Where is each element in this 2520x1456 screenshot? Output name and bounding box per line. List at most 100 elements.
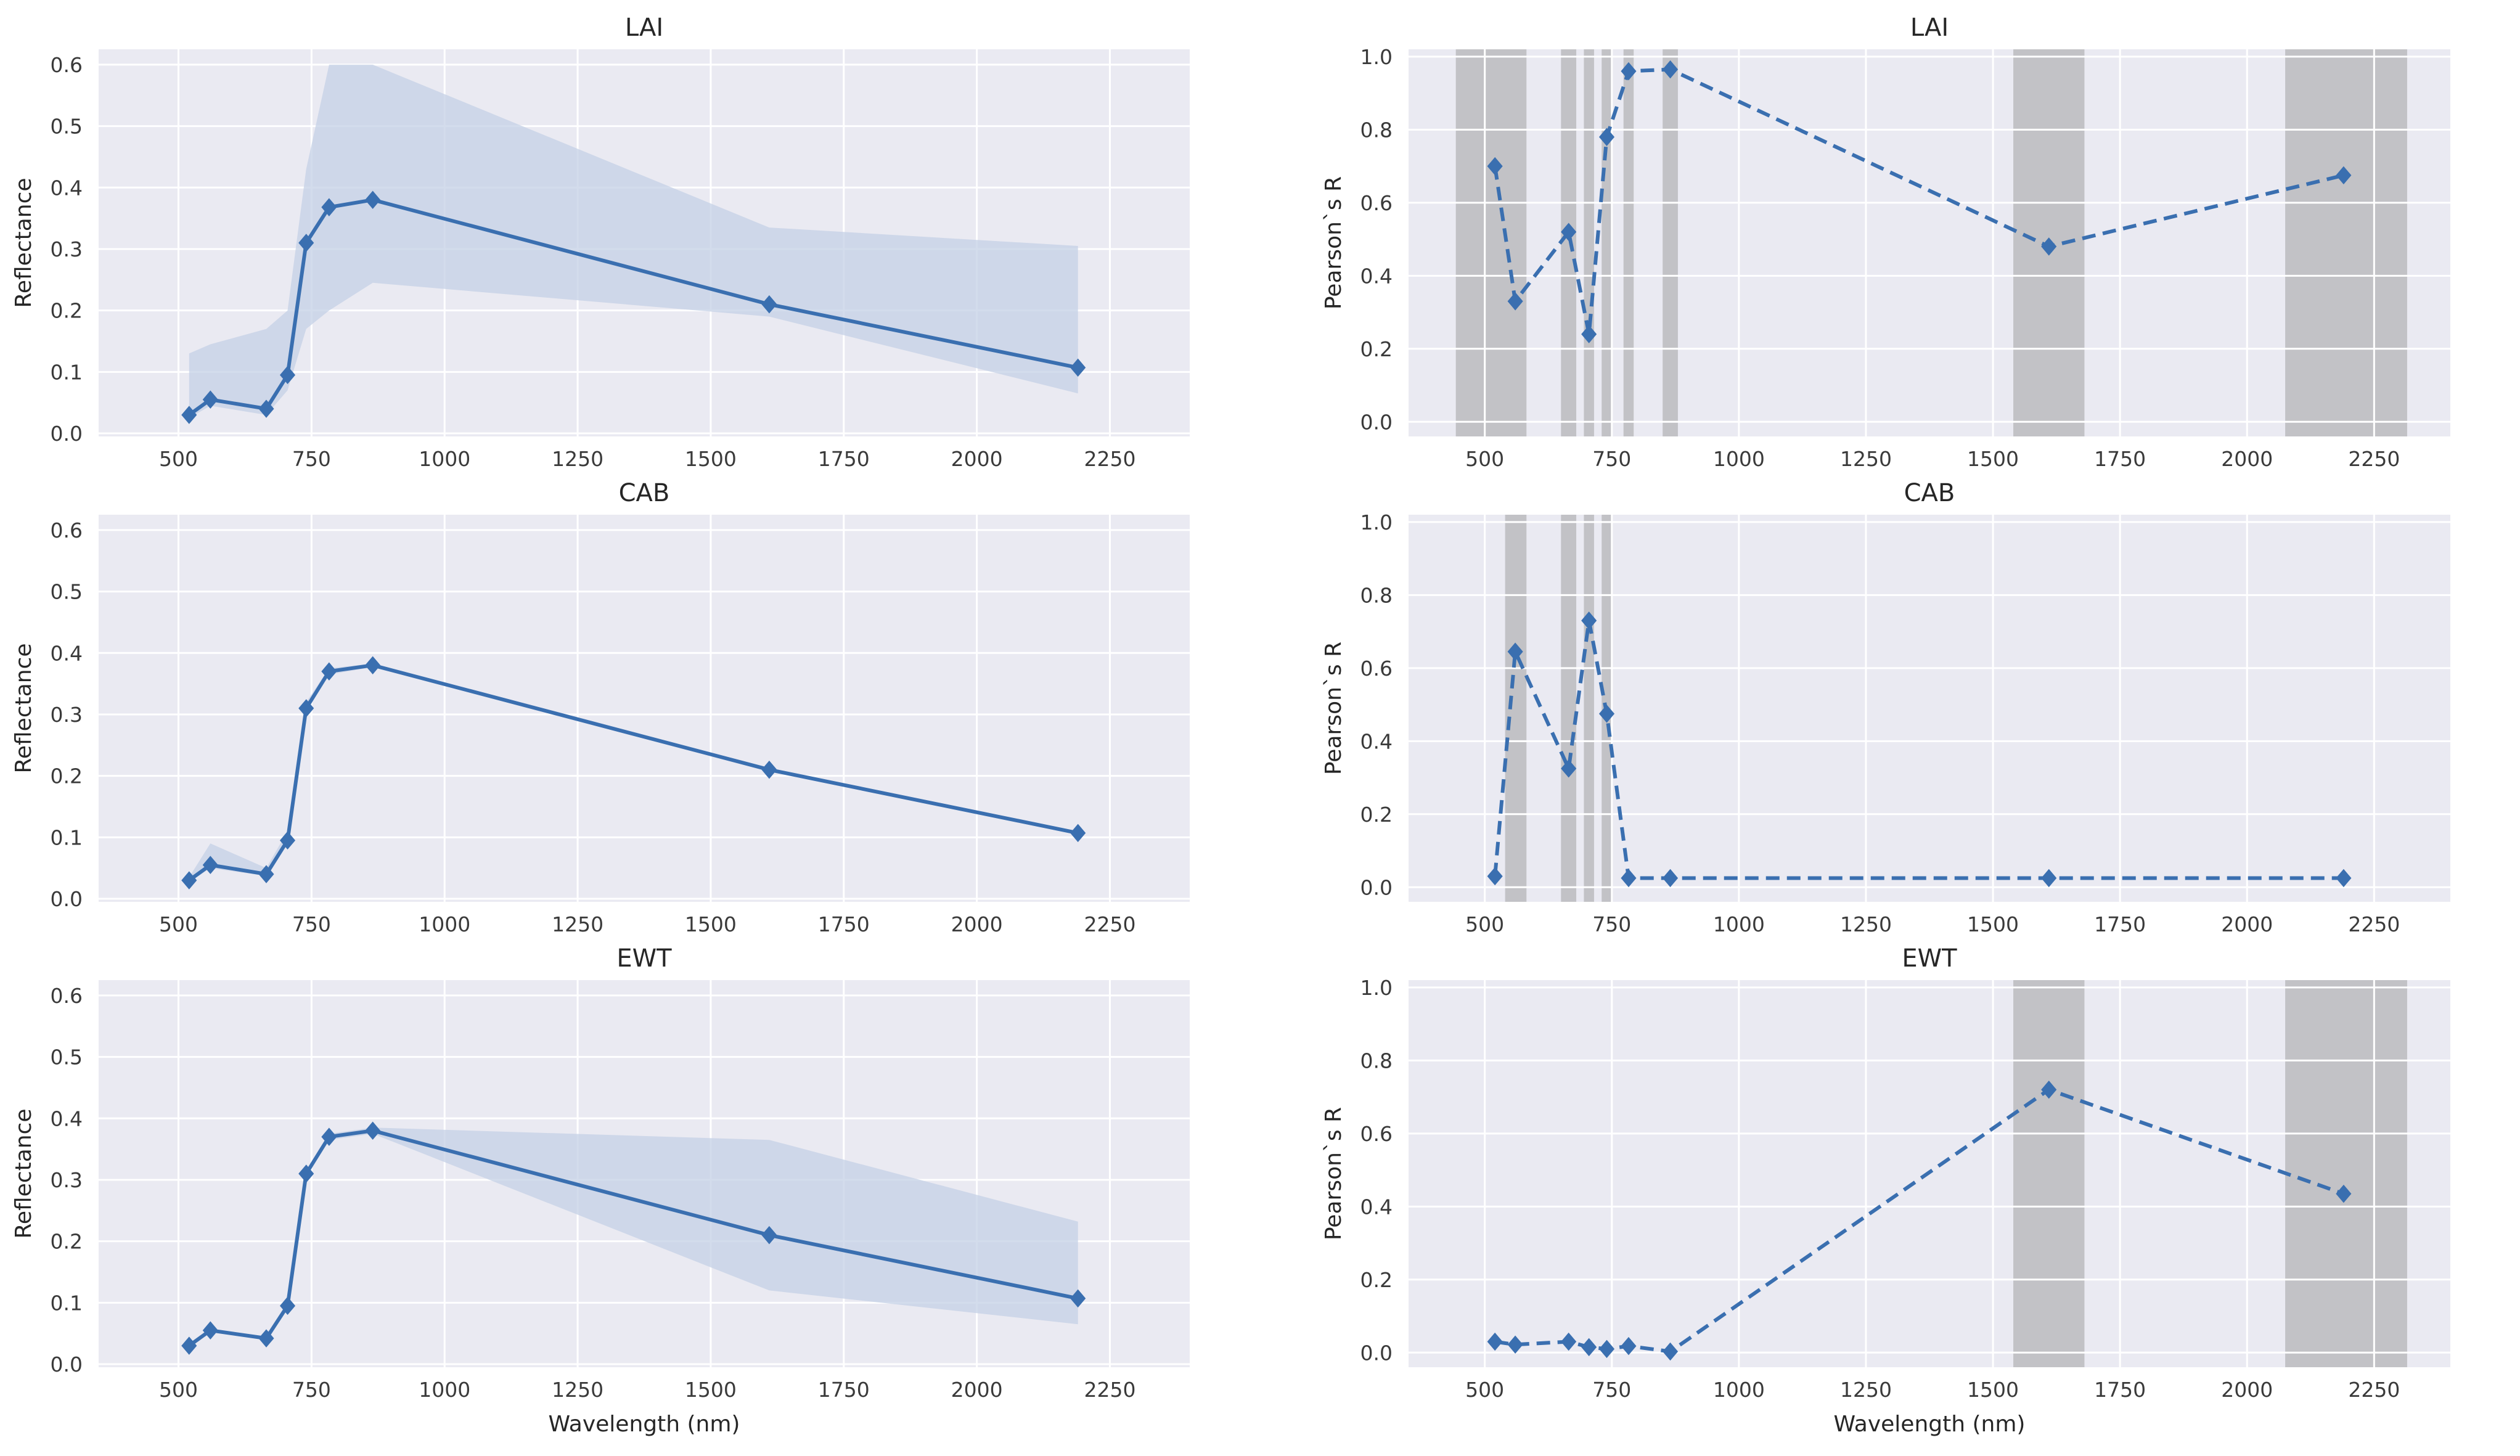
x-tick-label: 750 (292, 1378, 331, 1402)
chart-panel-6: 500 750 1000 1250 1500 1750 2000 2250 0.0 0.2 0.4 0… (1321, 944, 2450, 1437)
x-tick-label: 1500 (1967, 912, 2019, 936)
y-tick-label: 0.3 (51, 703, 83, 727)
y-tick-label: 0.1 (51, 1291, 83, 1315)
data-point (1598, 705, 1615, 723)
chart-panel-5: 500 750 1000 1250 1500 1750 2000 2250 0.0 0.1 0.2 0… (11, 944, 1190, 1437)
y-tick-label: 0.0 (1360, 410, 1393, 434)
data-point (1070, 1289, 1086, 1308)
x-tick-label: 750 (1592, 447, 1631, 471)
x-tick-label: 1000 (1713, 1378, 1765, 1402)
data-point (2041, 237, 2057, 256)
y-tick-label: 1.0 (1360, 976, 1393, 1000)
x-tick-label: 1750 (2094, 447, 2146, 471)
x-tick-label: 1250 (552, 1378, 603, 1402)
y-tick-label: 0.1 (51, 360, 83, 384)
shaded-range-2 (2285, 980, 2407, 1367)
y-tick-label: 1.0 (1360, 45, 1393, 69)
uncertainty-band (189, 64, 1078, 419)
x-tick-label: 2250 (2348, 447, 2400, 471)
y-tick-label: 0.6 (1360, 656, 1393, 681)
y-tick-label: 0.0 (1360, 875, 1393, 899)
chart-panel-1: 500 750 1000 1250 1500 1750 2000 2250 0.0 0.1 0.2 0… (11, 14, 1190, 471)
chart-title: EWT (1902, 944, 1957, 973)
x-tick-label: 1000 (419, 1378, 470, 1402)
x-axis-label: Wavelength (nm) (549, 1412, 740, 1437)
shaded-range-1 (1455, 49, 1527, 436)
y-tick-label: 0.0 (51, 887, 83, 911)
y-tick-label: 0.6 (51, 984, 83, 1008)
x-tick-label: 1750 (2094, 912, 2146, 936)
y-tick-label: 1.0 (1360, 510, 1393, 534)
data-point (321, 662, 337, 681)
data-point (1487, 867, 1503, 886)
x-tick-label: 1500 (1967, 447, 2019, 471)
data-point (258, 1329, 274, 1348)
data-point (1581, 325, 1597, 343)
y-tick-label: 0.8 (1360, 583, 1393, 607)
x-tick-label: 2000 (951, 912, 1003, 936)
y-axis-label: Reflectance (11, 1108, 36, 1238)
y-tick-label: 0.0 (51, 422, 83, 446)
data-point (298, 234, 314, 252)
y-tick-label: 0.3 (51, 1168, 83, 1192)
x-tick-label: 1000 (419, 447, 470, 471)
data-point (202, 390, 218, 409)
chart-title: LAI (625, 14, 663, 42)
x-tick-label: 2250 (1084, 912, 1135, 936)
data-point (181, 871, 197, 890)
plot-area (1409, 49, 2450, 436)
x-tick-label: 2000 (2221, 912, 2273, 936)
data-point (1561, 223, 1577, 241)
data-point (2336, 869, 2352, 888)
shaded-range-2 (1561, 49, 1577, 436)
chart-title: LAI (1910, 14, 1949, 42)
data-point (2336, 166, 2352, 185)
plot-area (1409, 515, 2450, 902)
data-point (1507, 642, 1523, 661)
data-point (202, 856, 218, 874)
y-tick-label: 0.2 (1360, 1268, 1393, 1292)
x-tick-label: 1250 (1840, 1378, 1892, 1402)
y-tick-label: 0.5 (51, 1045, 83, 1070)
data-point (1487, 1332, 1503, 1351)
data-point (1621, 62, 1637, 81)
uncertainty-band (189, 1127, 1078, 1348)
x-axis-label: Wavelength (nm) (1834, 1412, 2026, 1437)
data-point (365, 656, 381, 674)
chart-title: CAB (1904, 479, 1955, 507)
shaded-range-6 (1663, 49, 1678, 436)
data-point (1581, 1338, 1597, 1357)
x-tick-label: 1250 (552, 447, 603, 471)
data-point (258, 399, 274, 418)
y-tick-label: 0.2 (1360, 337, 1393, 361)
x-tick-label: 500 (1465, 912, 1504, 936)
data-point (1507, 1335, 1523, 1354)
x-tick-label: 750 (1592, 912, 1631, 936)
shaded-range-8 (2285, 49, 2407, 436)
x-tick-label: 500 (159, 1378, 198, 1402)
data-point (2336, 1184, 2352, 1203)
data-point (321, 198, 337, 216)
x-tick-label: 1500 (685, 447, 737, 471)
y-tick-label: 0.6 (1360, 1122, 1393, 1146)
y-tick-label: 0.2 (1360, 803, 1393, 827)
y-tick-label: 0.4 (1360, 1195, 1393, 1219)
y-tick-label: 0.6 (51, 518, 83, 542)
x-tick-label: 750 (292, 447, 331, 471)
data-point (1598, 1339, 1615, 1359)
y-tick-label: 0.2 (51, 299, 83, 323)
data-point (181, 406, 197, 424)
y-tick-label: 0.3 (51, 237, 83, 261)
chart-title: CAB (619, 479, 670, 507)
data-point (279, 366, 296, 385)
chart-title: EWT (616, 944, 672, 973)
data-point (761, 1225, 777, 1245)
x-tick-label: 2250 (1084, 1378, 1135, 1402)
y-tick-label: 0.6 (1360, 191, 1393, 215)
x-tick-label: 500 (1465, 447, 1504, 471)
y-axis-label: Pearson`s R (1321, 642, 1346, 775)
x-tick-label: 500 (159, 447, 198, 471)
x-tick-label: 1250 (1840, 912, 1892, 936)
data-point (1507, 292, 1523, 311)
data-point (1621, 869, 1637, 888)
